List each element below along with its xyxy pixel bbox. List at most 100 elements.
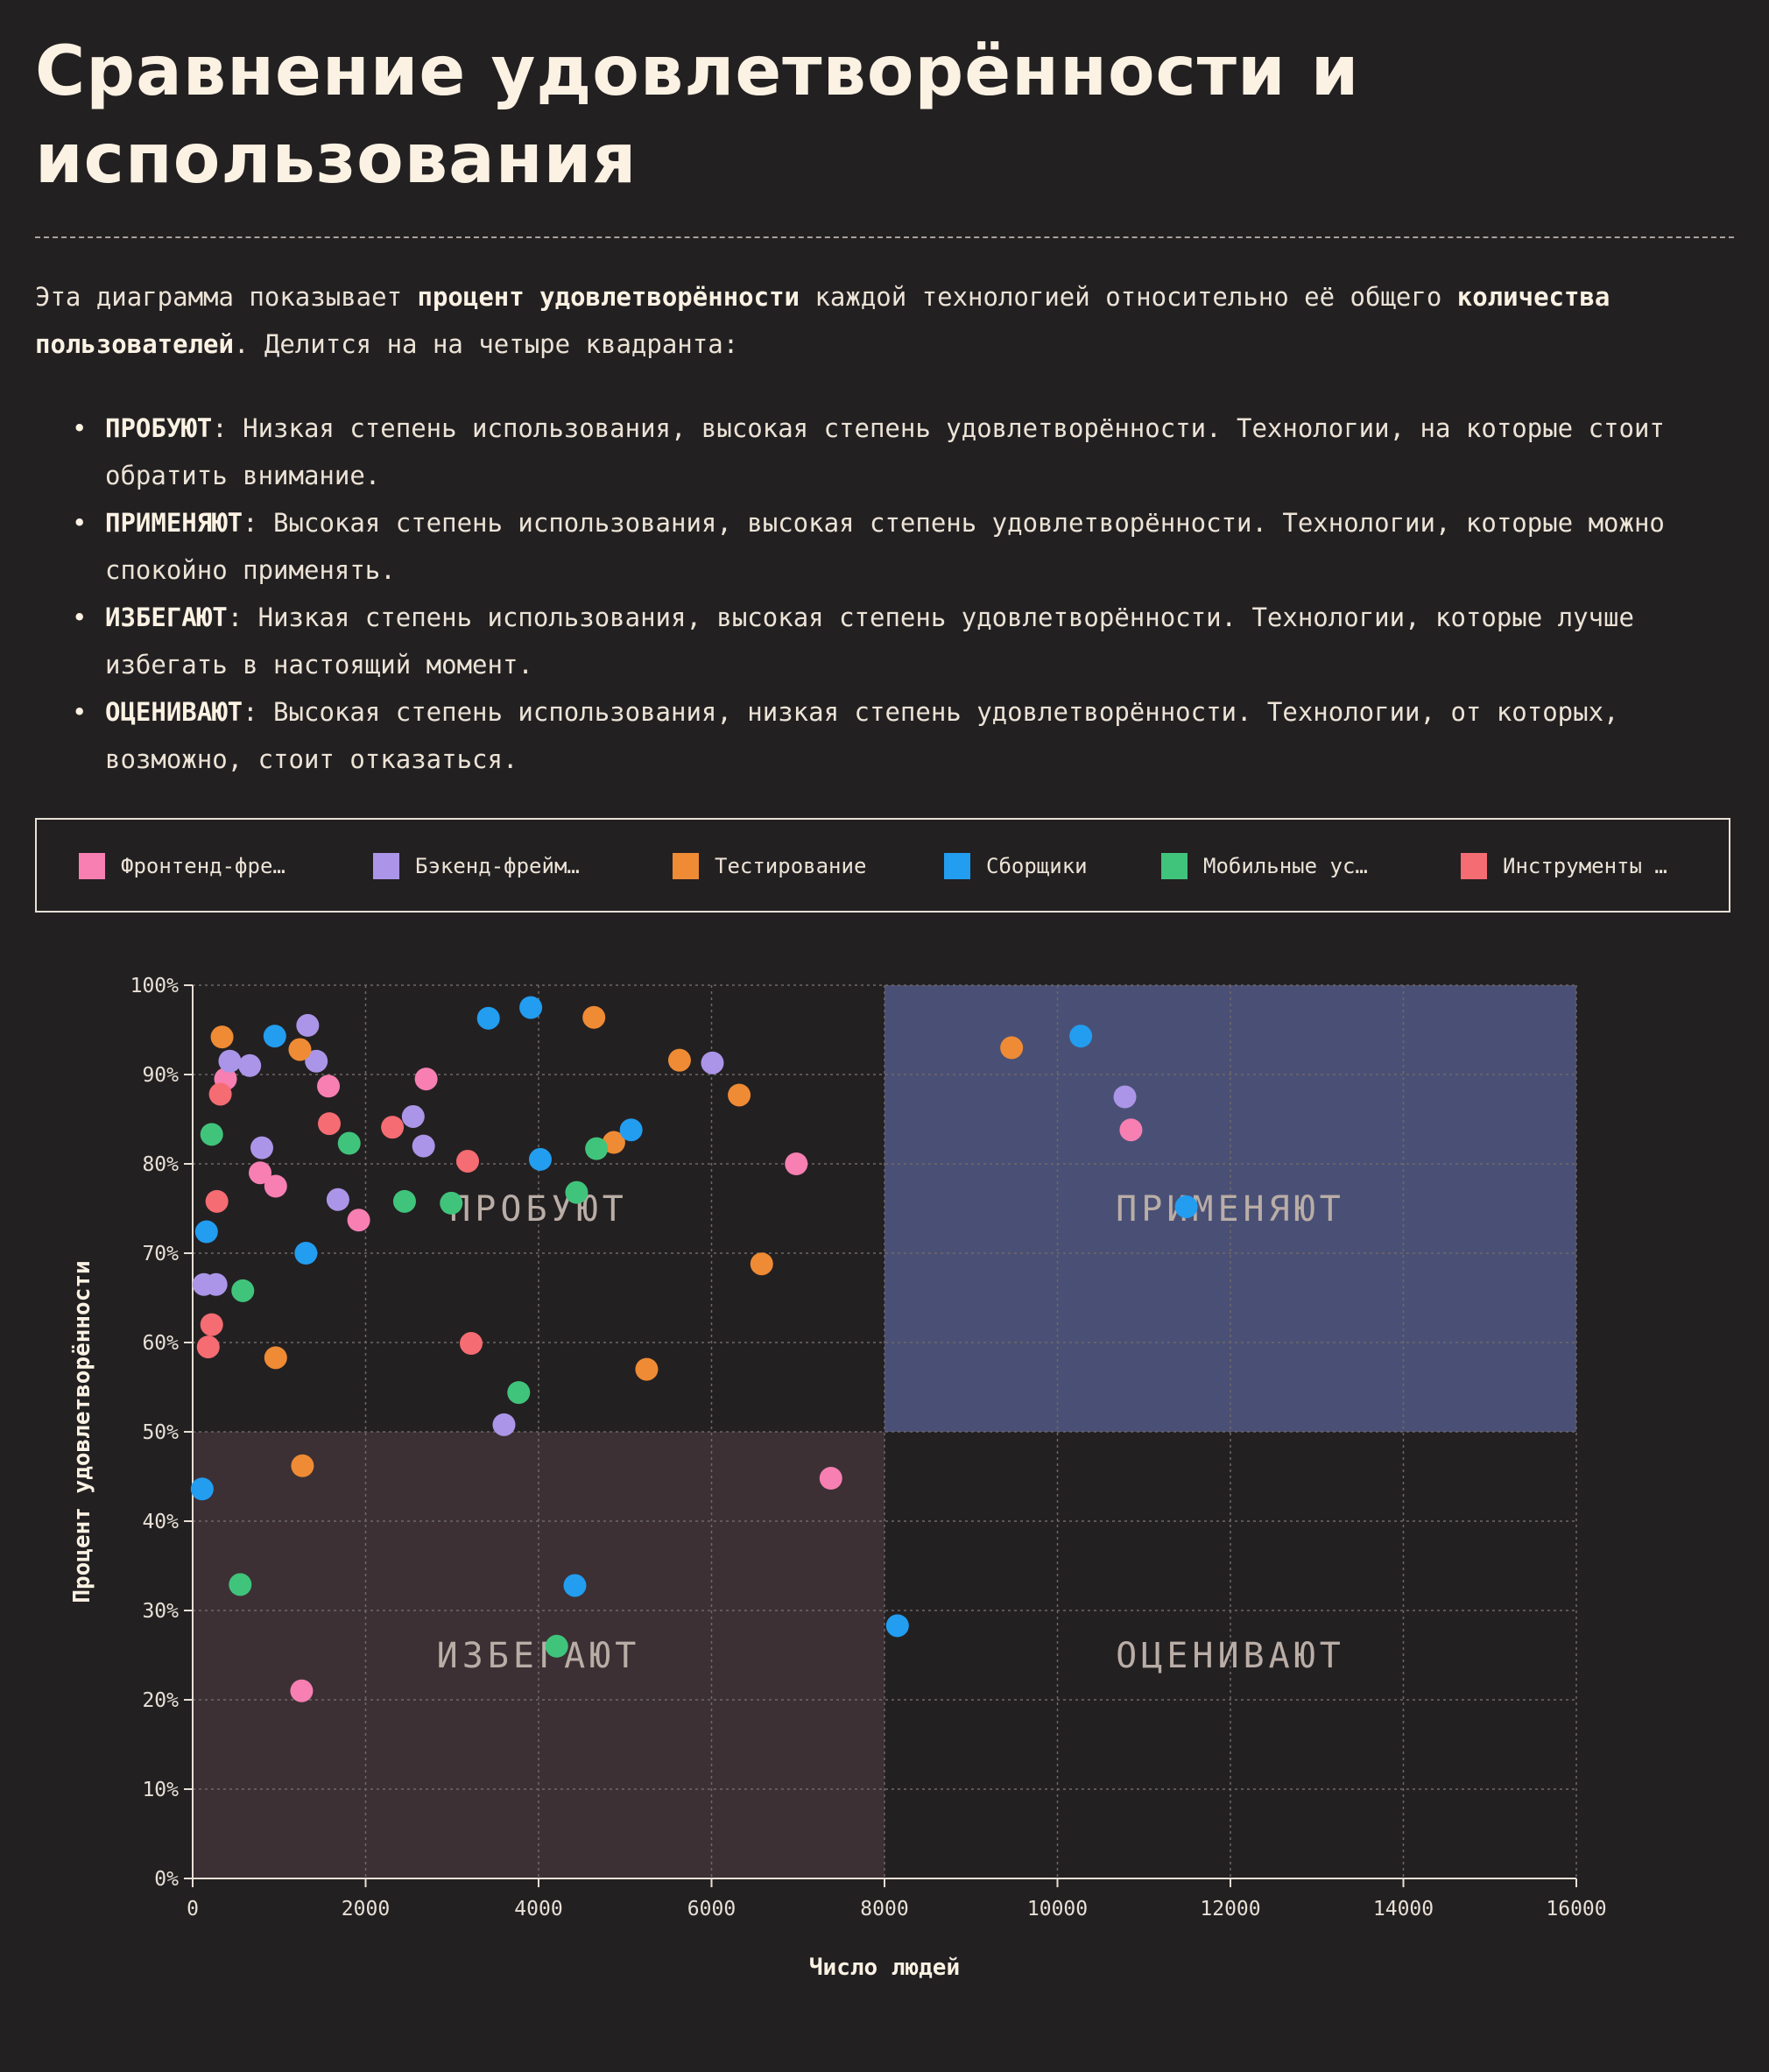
data-point-series-5 <box>196 1336 220 1359</box>
x-tick-label: 4000 <box>514 1898 562 1920</box>
scatter-chart: ПРОБУЮТ ПРИМЕНЯЮТ ИЗБЕГАЮТ ОЦЕНИВАЮТ 0 2000 4… <box>69 975 1607 1981</box>
data-point-series-3 <box>528 1147 552 1171</box>
y-tick-label: 20% <box>142 1689 179 1712</box>
data-point-series-0 <box>317 1075 341 1098</box>
data-point-series-1 <box>701 1051 724 1075</box>
data-point-series-1 <box>250 1136 273 1159</box>
data-point-series-1 <box>401 1104 425 1128</box>
x-tick-label: 12000 <box>1200 1898 1260 1920</box>
quadrant-item-adopt: ПРИМЕНЯЮТ: Высокая степень использования… <box>70 499 1734 594</box>
y-tick-label: 70% <box>142 1243 179 1265</box>
data-point-series-2 <box>667 1048 691 1072</box>
x-tick-label: 10000 <box>1027 1898 1088 1920</box>
quadrant-description: : Низкая степень использования, высокая … <box>105 603 1634 680</box>
data-point-series-2 <box>750 1252 773 1276</box>
y-tick-label: 0% <box>154 1868 179 1891</box>
y-tick-label: 100% <box>130 975 180 997</box>
legend-swatch <box>1461 853 1487 879</box>
data-point-series-1 <box>238 1054 262 1077</box>
intro-paragraph: Эта диаграмма показывает процент удовлет… <box>35 273 1734 368</box>
data-point-series-4 <box>231 1279 255 1302</box>
x-tick-label: 14000 <box>1373 1898 1434 1920</box>
data-point-series-1 <box>1113 1085 1137 1109</box>
data-point-series-4 <box>392 1189 416 1213</box>
title-divider <box>35 236 1734 238</box>
quadrant-description: : Высокая степень использования, низкая … <box>105 697 1619 774</box>
data-point-series-1 <box>218 1049 242 1073</box>
y-tick-label: 10% <box>142 1779 179 1801</box>
data-point-series-0 <box>264 1174 287 1198</box>
data-point-series-3 <box>1069 1025 1093 1048</box>
data-point-series-2 <box>635 1357 659 1381</box>
data-point-series-1 <box>326 1188 349 1211</box>
legend-label: Тестирование <box>715 854 867 878</box>
data-point-series-0 <box>785 1152 808 1175</box>
intro-text-2: каждой технологией относительно её общег… <box>800 282 1457 312</box>
quadrant-labels: ПРОБУЮТ ПРИМЕНЯЮТ ИЗБЕГАЮТ ОЦЕНИВАЮТ <box>437 1189 1345 1676</box>
data-point-series-4 <box>229 1573 252 1596</box>
data-point-series-1 <box>204 1272 228 1296</box>
data-point-series-2 <box>264 1346 287 1370</box>
data-point-series-4 <box>200 1123 223 1146</box>
x-tick-label: 0 <box>187 1898 199 1920</box>
data-point-series-3 <box>194 1220 218 1244</box>
page-title: Сравнение удовлетворённости и использова… <box>35 32 1360 199</box>
intro-bold-2: количества пользователей <box>35 282 1610 359</box>
legend-label: Сборщики <box>986 854 1088 878</box>
quadrant-item-assess: ПРОБУЮТ: Низкая степень использования, в… <box>70 405 1734 499</box>
data-point-series-3 <box>476 1006 500 1030</box>
data-point-series-3 <box>519 996 543 1019</box>
data-point-series-0 <box>249 1161 272 1185</box>
data-point-series-4 <box>507 1381 531 1405</box>
data-point-series-5 <box>381 1116 405 1139</box>
quadrant-name: ПРОБУЮТ <box>105 413 213 443</box>
data-point-series-3 <box>190 1477 214 1501</box>
data-point-series-4 <box>337 1131 361 1155</box>
y-tick-label: 90% <box>142 1064 179 1087</box>
legend-swatch <box>673 853 699 879</box>
data-point-series-3 <box>294 1242 318 1265</box>
legend-label: Инструменты … <box>1503 854 1667 878</box>
data-point-series-5 <box>200 1313 223 1336</box>
data-point-series-4 <box>565 1180 588 1204</box>
quadrant-list: ПРОБУЮТ: Низкая степень использования, в… <box>70 405 1734 783</box>
data-point-series-0 <box>290 1679 314 1702</box>
quadrant-description: : Низкая степень использования, высокая … <box>105 413 1665 490</box>
chart-legend: Фронтенд-фре… Бэкенд-фрейм… Тестирование… <box>35 818 1730 913</box>
legend-swatch <box>944 853 970 879</box>
y-tick-label: 40% <box>142 1511 179 1533</box>
quadrant-label-2: ИЗБЕГАЮТ <box>437 1636 641 1676</box>
data-point-series-5 <box>456 1149 480 1173</box>
legend-label: Фронтенд-фре… <box>121 854 285 878</box>
x-tick-label: 2000 <box>342 1898 390 1920</box>
data-point-series-4 <box>585 1137 609 1160</box>
intro-text-1: Эта диаграмма показывает <box>35 282 418 312</box>
data-points <box>190 996 1198 1702</box>
data-point-series-0 <box>819 1467 842 1491</box>
quadrant-description: : Высокая степень использования, высокая… <box>105 508 1665 585</box>
data-point-series-2 <box>1000 1036 1024 1060</box>
legend-swatch <box>373 853 399 879</box>
y-tick-label: 50% <box>142 1421 179 1444</box>
data-point-series-1 <box>305 1049 328 1073</box>
data-point-series-5 <box>208 1082 232 1106</box>
data-point-series-2 <box>210 1025 234 1049</box>
data-point-series-5 <box>459 1332 483 1356</box>
axes: 0 2000 4000 6000 8000 10000 12000 14000 16000 0% 1… <box>130 975 1607 1920</box>
x-axis-title: Число людей <box>809 1955 960 1981</box>
data-point-series-0 <box>414 1068 438 1091</box>
quadrant-item-avoid: ИЗБЕГАЮТ: Низкая степень использования, … <box>70 594 1734 688</box>
legend-label: Мобильные ус… <box>1203 854 1368 878</box>
y-tick-label: 60% <box>142 1332 179 1355</box>
quadrant-label-3: ОЦЕНИВАЮТ <box>1116 1636 1345 1676</box>
data-point-series-3 <box>1174 1195 1198 1218</box>
intro-bold-1: процент удовлетворённости <box>417 282 800 312</box>
data-point-series-5 <box>318 1112 342 1136</box>
data-point-series-4 <box>440 1191 463 1215</box>
y-axis-title: Процент удовлетворённости <box>69 1260 95 1603</box>
y-tick-label: 30% <box>142 1600 179 1623</box>
data-point-series-1 <box>296 1013 320 1037</box>
data-point-series-1 <box>412 1134 435 1158</box>
quadrant-name: ОЦЕНИВАЮТ <box>105 697 243 727</box>
data-point-series-0 <box>1119 1118 1143 1142</box>
